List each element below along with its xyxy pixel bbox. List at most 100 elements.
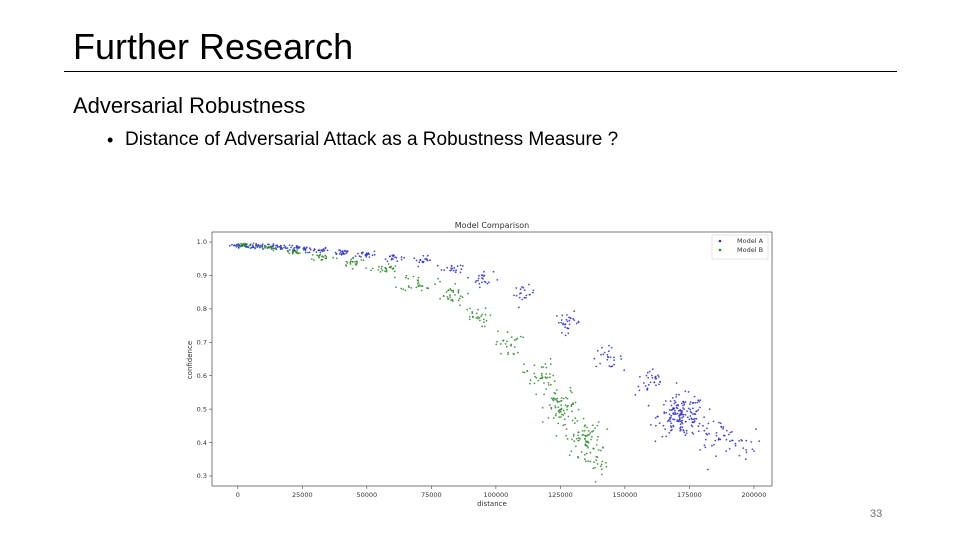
model-b-point: [590, 438, 592, 441]
model-a-point: [738, 440, 740, 442]
model-b-point: [458, 297, 461, 300]
model-a-point: [478, 286, 481, 289]
model-a-point: [674, 411, 676, 414]
model-a-point: [722, 426, 725, 428]
model-b-point: [547, 384, 550, 386]
model-a-point: [634, 393, 637, 396]
model-a-point: [681, 421, 683, 424]
model-a-point: [566, 314, 568, 316]
y-tick-label: 0.6: [197, 372, 207, 380]
model-a-point: [706, 427, 708, 430]
model-a-point: [672, 418, 674, 421]
model-b-point: [507, 353, 509, 355]
model-b-point: [587, 430, 590, 432]
model-a-point: [568, 323, 571, 326]
model-b-point: [449, 294, 451, 296]
model-a-point: [678, 409, 680, 412]
model-b-point: [596, 463, 599, 465]
model-b-point: [446, 296, 449, 298]
bullet-text: Distance of Adversarial Attack as a Robu…: [125, 129, 619, 150]
model-b-point: [483, 325, 486, 328]
model-b-point: [600, 473, 603, 476]
model-a-point: [419, 258, 422, 261]
model-a-point: [717, 437, 720, 440]
model-a-point: [667, 419, 670, 421]
model-b-point: [280, 248, 282, 251]
model-a-point: [646, 371, 649, 374]
model-a-point: [577, 320, 580, 323]
model-a-point: [603, 351, 606, 354]
model-a-point: [360, 256, 362, 258]
model-a-point: [669, 416, 672, 419]
slide-title: Further Research: [73, 26, 354, 67]
model-a-point: [681, 426, 684, 429]
model-a-point: [276, 245, 279, 248]
model-a-point: [455, 269, 457, 272]
model-b-point: [505, 345, 508, 348]
model-b-point: [390, 265, 392, 268]
model-a-point: [293, 247, 296, 249]
model-b-point: [346, 262, 349, 264]
model-b-point: [591, 436, 593, 438]
model-b-point: [557, 422, 560, 425]
model-a-point: [373, 250, 376, 253]
model-b-point: [244, 242, 247, 245]
model-a-point: [751, 448, 754, 451]
model-a-point: [689, 403, 691, 405]
model-a-point: [647, 404, 650, 407]
model-b-point: [562, 397, 565, 400]
model-b-point: [449, 288, 452, 290]
model-a-point: [650, 424, 652, 426]
model-b-point: [600, 463, 603, 466]
model-a-point: [689, 415, 692, 417]
model-b-point: [535, 393, 538, 396]
model-b-point: [480, 315, 483, 317]
model-a-point: [708, 432, 710, 435]
model-b-point: [584, 444, 587, 446]
model-a-point: [233, 244, 235, 247]
model-b-point: [587, 460, 590, 462]
model-a-point: [753, 450, 755, 452]
model-a-point: [561, 331, 563, 334]
model-b-point: [482, 318, 485, 321]
y-tick-label: 0.5: [197, 405, 207, 413]
model-a-point: [677, 404, 679, 407]
model-b-point: [468, 318, 471, 321]
page-number: 33: [870, 508, 883, 520]
legend-box: [711, 234, 769, 260]
y-tick-label: 0.8: [197, 305, 207, 313]
model-b-point: [506, 340, 508, 343]
y-tick-label: 0.7: [197, 338, 207, 346]
model-a-point: [320, 249, 322, 252]
model-b-point: [571, 419, 574, 422]
model-a-point: [334, 251, 337, 254]
model-b-point: [586, 426, 588, 429]
model-b-point: [288, 252, 291, 255]
model-a-point: [595, 365, 598, 368]
model-b-point: [287, 250, 289, 252]
model-b-point: [295, 251, 297, 254]
model-a-point: [679, 429, 682, 432]
model-b-point: [560, 407, 563, 410]
model-a-point: [699, 449, 701, 451]
model-b-point: [533, 372, 536, 375]
model-b-point: [596, 439, 599, 441]
model-a-point: [389, 255, 391, 257]
model-b-point: [567, 404, 569, 407]
model-a-point: [671, 397, 674, 399]
model-a-point: [742, 447, 745, 449]
model-a-point: [454, 271, 457, 274]
model-a-point: [673, 402, 676, 405]
model-b-point: [393, 270, 396, 273]
model-a-point: [309, 247, 311, 250]
model-a-point: [478, 274, 480, 277]
model-b-point: [345, 265, 348, 267]
model-b-point: [552, 399, 555, 402]
x-tick-label: 50000: [356, 491, 377, 499]
model-b-point: [362, 259, 365, 262]
model-a-point: [722, 427, 724, 430]
model-a-point: [322, 248, 325, 251]
model-a-point: [340, 250, 343, 253]
model-b-point: [573, 422, 576, 424]
